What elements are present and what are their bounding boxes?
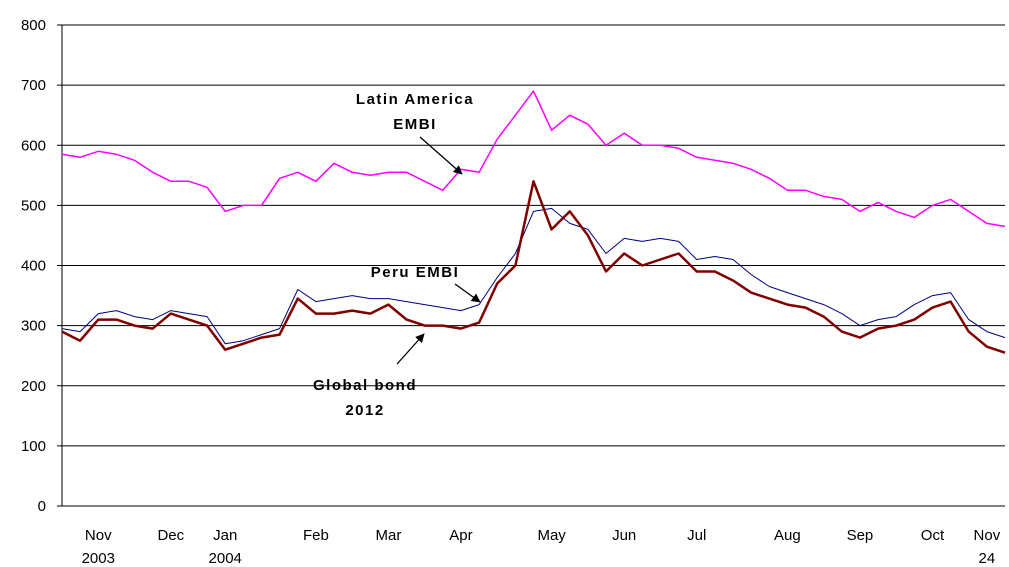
- x-tick-label: Sep: [847, 527, 874, 544]
- y-tick-label: 800: [21, 17, 46, 34]
- annotation: Latin America: [356, 91, 474, 108]
- annotation-arrow: [419, 136, 463, 175]
- x-tick-label: Nov 2003: [82, 527, 115, 567]
- x-tick-line: Nov: [974, 527, 1001, 544]
- x-tick-label: Feb: [303, 527, 329, 544]
- x-tick-label: Aug: [774, 527, 801, 544]
- annotation-arrow: [396, 333, 425, 365]
- annotation: EMBI: [393, 116, 437, 133]
- series-line: [61, 207, 1006, 345]
- y-tick-label: 500: [21, 197, 46, 214]
- x-tick-label: Dec: [157, 527, 184, 544]
- x-tick-line: Nov: [85, 527, 112, 544]
- x-tick-label: Nov 24: [974, 527, 1001, 567]
- x-tick-line: 2004: [209, 550, 242, 567]
- annotation-arrow: [454, 283, 481, 303]
- y-tick-label: 0: [38, 498, 46, 515]
- y-tick-label: 700: [21, 77, 46, 94]
- x-tick-line: 2003: [82, 550, 115, 567]
- y-tick-label: 100: [21, 438, 46, 455]
- y-tick-label: 400: [21, 258, 46, 275]
- y-tick-label: 600: [21, 137, 46, 154]
- y-tick-label: 300: [21, 318, 46, 335]
- annotation: 2012: [345, 402, 384, 419]
- x-tick-label: Oct: [921, 527, 945, 544]
- y-tick-label: 200: [21, 378, 46, 395]
- x-tick-line: 24: [979, 550, 996, 567]
- annotation: Peru EMBI: [371, 264, 460, 281]
- x-tick-label: Jan 2004: [209, 527, 242, 567]
- x-tick-label: May: [537, 527, 566, 544]
- x-tick-label: Jul: [687, 527, 706, 544]
- series-line: [61, 180, 1006, 354]
- x-tick-label: Mar: [376, 527, 402, 544]
- x-tick-label: Jun: [612, 527, 636, 544]
- x-tick-label: Apr: [449, 527, 472, 544]
- annotation: Global bond: [313, 377, 417, 394]
- series-line: [61, 90, 1006, 228]
- x-tick-line: Jan: [213, 527, 237, 544]
